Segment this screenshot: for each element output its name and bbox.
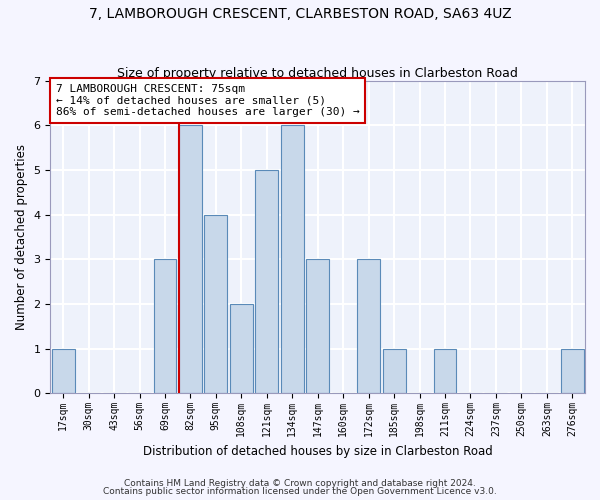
Bar xyxy=(179,126,202,394)
Y-axis label: Number of detached properties: Number of detached properties xyxy=(15,144,28,330)
Bar xyxy=(281,126,304,394)
Bar xyxy=(205,214,227,394)
Bar xyxy=(256,170,278,394)
Text: 7, LAMBOROUGH CRESCENT, CLARBESTON ROAD, SA63 4UZ: 7, LAMBOROUGH CRESCENT, CLARBESTON ROAD,… xyxy=(89,8,511,22)
Text: Contains HM Land Registry data © Crown copyright and database right 2024.: Contains HM Land Registry data © Crown c… xyxy=(124,478,476,488)
Bar xyxy=(383,348,406,394)
Title: Size of property relative to detached houses in Clarbeston Road: Size of property relative to detached ho… xyxy=(117,66,518,80)
Text: 7 LAMBOROUGH CRESCENT: 75sqm
← 14% of detached houses are smaller (5)
86% of sem: 7 LAMBOROUGH CRESCENT: 75sqm ← 14% of de… xyxy=(56,84,359,117)
X-axis label: Distribution of detached houses by size in Clarbeston Road: Distribution of detached houses by size … xyxy=(143,444,493,458)
Bar xyxy=(561,348,584,394)
Bar xyxy=(154,260,176,394)
Bar xyxy=(434,348,457,394)
Bar xyxy=(52,348,74,394)
Text: Contains public sector information licensed under the Open Government Licence v3: Contains public sector information licen… xyxy=(103,487,497,496)
Bar xyxy=(230,304,253,394)
Bar xyxy=(306,260,329,394)
Bar xyxy=(357,260,380,394)
